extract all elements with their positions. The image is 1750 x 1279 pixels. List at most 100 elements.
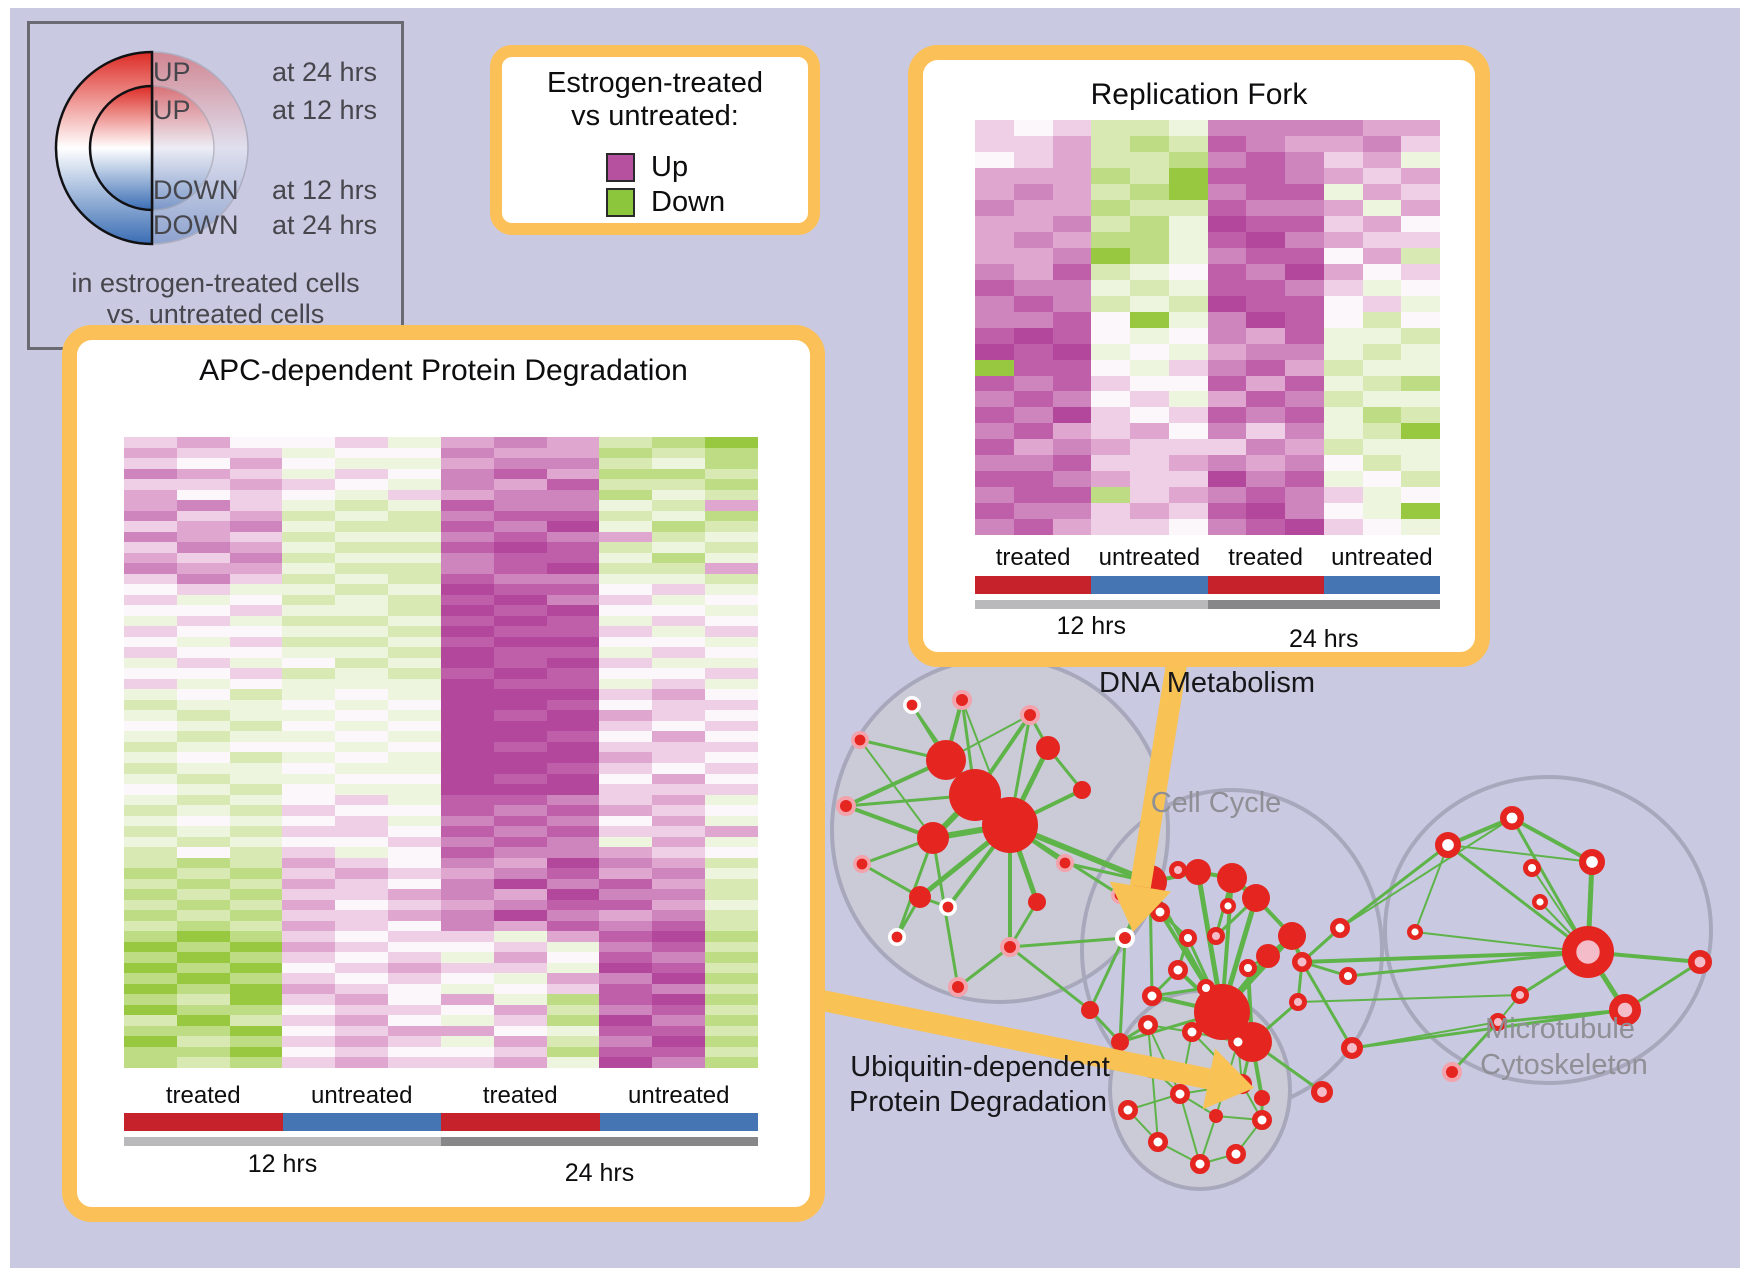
network-node-pr [850,730,869,749]
network-node-s [1081,1001,1099,1019]
network-node-s [1194,984,1250,1040]
heatmap-row [124,1046,758,1058]
rf-hrs-labels: 12 hrs 24 hrs [975,612,1440,653]
network-node-wc [1142,986,1162,1006]
ring-legend-box: UP at 24 hrs UP at 12 hrs DOWN at 12 hrs… [27,21,404,350]
replication-fork-heatmap [975,120,1440,536]
heatmap-row [975,247,1440,264]
network-node-pc [1288,992,1307,1011]
rf-condition-bar [975,576,1440,594]
network-edge [1414,931,1589,953]
rf-untreated-24-label: untreated [1331,544,1433,571]
network-node-wc [1522,858,1541,877]
heatmap-row [975,503,1440,520]
network-node-s [1111,1033,1129,1051]
network-node-pc [1206,926,1225,945]
network-node-wc [1434,832,1461,859]
network-node-wc [1118,1100,1138,1120]
ring-legend-dir-up-12: UP [153,95,191,125]
rf-untreated-12-label: untreated [1098,544,1201,571]
ring-legend-dir-up-24: UP [153,57,191,87]
heatmap-row [975,279,1440,296]
heatmap-row [124,794,758,806]
heatmap-row [124,636,758,648]
heatmap-row [124,752,758,763]
network-node-wc [1578,849,1605,876]
ring-legend-caption-line2: vs. untreated cells [106,299,325,329]
network-node-pr [836,796,856,816]
heatmap-row [124,573,758,585]
heatmap-row [124,878,758,890]
heatmap-row [124,479,758,490]
heatmap-row [124,962,758,974]
up-label: Up [651,151,689,183]
network-node-s [1209,1109,1223,1123]
rf-12hrs-label: 12 hrs [1056,612,1126,640]
up-color-swatch [606,153,635,182]
heatmap-row [124,931,758,942]
network-node-wc [1228,1032,1248,1052]
network-edge [861,862,921,899]
heatmap-row [975,215,1440,232]
apc-untreated-24-label: untreated [628,1082,730,1109]
apc-heatmap [124,437,758,1068]
network-node-s [1028,893,1046,911]
network-node-pr [1000,937,1020,957]
network-node-pr [948,977,968,997]
heatmap-row [124,710,758,721]
apc-condition-bar [124,1113,758,1131]
cluster-label: Protein Degradation [849,1086,1107,1118]
orange-arrow-head [1202,1048,1254,1110]
network-edge [1339,817,1513,929]
rf-treated-24-label: treated [1228,544,1303,571]
apc-untreated-12-label: untreated [311,1082,413,1109]
heatmap-row [124,699,758,711]
heatmap-row [975,439,1440,456]
orange-arrow-shaft [1130,653,1189,889]
apc-treated-24-label: treated [482,1082,558,1109]
heatmap-row [124,584,758,595]
network-node-s [1185,859,1211,885]
ring-legend-time-24down: at 24 hrs [272,210,378,240]
cluster-label: Cell Cycle [1151,787,1282,819]
heatmap-row [975,471,1440,488]
apc-12hrs-label: 12 hrs [247,1150,318,1178]
heatmap-row [975,311,1440,328]
network-edge [957,945,1011,989]
down-color-swatch [606,188,635,217]
ring-legend-dir-down-12: DOWN [153,175,239,205]
network-node-pc [1168,860,1187,879]
orange-arrow-head [1109,881,1171,932]
heatmap-row [124,826,758,837]
heatmap-row [124,868,758,879]
heatmap-row [124,1025,758,1037]
network-node-wc [1330,918,1350,938]
heatmap-row [124,689,758,700]
heatmap-row [124,815,758,827]
network-node-pr [1020,705,1040,725]
heatmap-row [124,563,758,574]
network-node-pr [852,854,871,873]
heatmap-row [124,920,758,932]
network-node-s [1256,944,1280,968]
heatmap-row [975,391,1440,408]
network-node-pc [1292,952,1312,972]
heatmap-row [975,295,1440,312]
network-edge [1450,1020,1500,1074]
network-edge [859,739,934,839]
apc-degradation-title: APC-dependent Protein Degradation [199,354,688,387]
heatmap-row [124,1036,758,1047]
network-node-pc [1510,985,1529,1004]
replication-fork-panel: Replication Fork treated untreated treat… [908,45,1490,667]
network-node-s [1073,781,1091,799]
ring-legend-dir-down-24: DOWN [153,210,239,240]
network-edge [1339,843,1449,930]
heatmap-row [124,994,758,1005]
network-node-wc [1219,898,1236,915]
heatmap-row [124,731,758,742]
heatmap-row [124,1015,758,1026]
orange-arrow-shaft [817,989,1212,1090]
network-node-wc [1190,1154,1210,1174]
network-node-pc [1311,1081,1334,1104]
